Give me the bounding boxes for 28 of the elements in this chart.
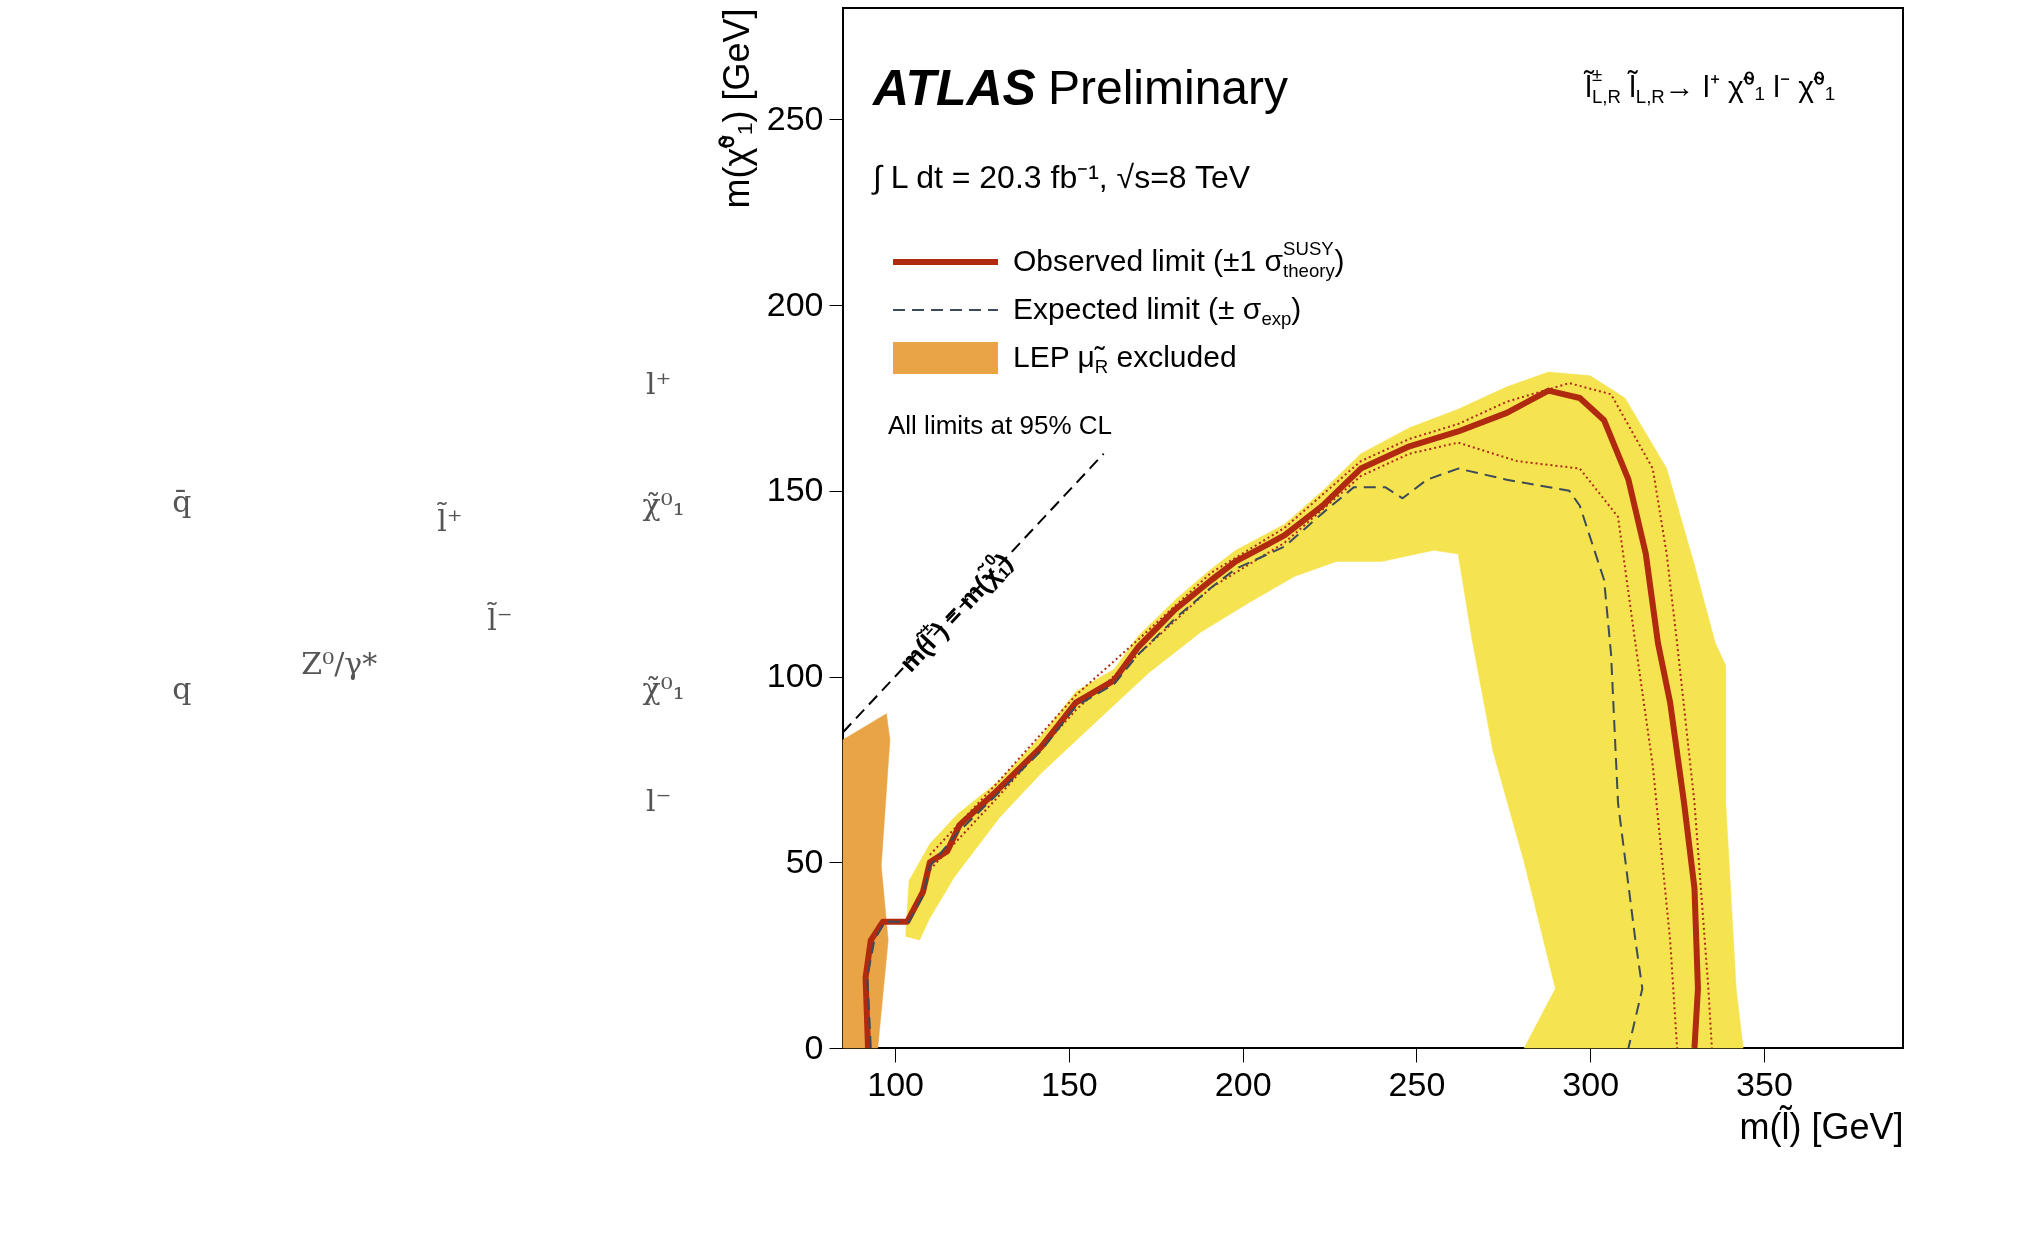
text: χ̃⁰₁ [642,670,685,706]
text: l⁻ [645,782,672,818]
x-tick-label: 250 [1388,1064,1446,1103]
y-tick-label: 100 [766,656,824,695]
text: Z⁰/γ* [301,645,378,681]
x-tick-label: 300 [1562,1064,1620,1103]
y-axis-title: m(χ̃⁰₁) [GeV] [715,8,757,209]
y-tick-label: 0 [804,1027,824,1066]
annotation: ATLAS [871,60,1036,116]
text: q [172,670,192,706]
y-tick-label: 50 [785,841,824,880]
y-tick-label: 200 [766,284,824,323]
x-tick-label: 350 [1736,1064,1793,1103]
text: q̄ [172,484,192,520]
x-tick-label: 100 [867,1064,924,1103]
x-axis-title: m(l̃) [GeV] [1739,1104,1904,1147]
annotation: Preliminary [1048,61,1289,114]
text: χ̃⁰₁ [642,486,685,522]
x-tick-label: 200 [1214,1064,1272,1103]
annotation: All limits at 95% CL [888,410,1112,440]
text: l̃⁻ [486,601,513,638]
x-tick-label: 150 [1041,1064,1098,1103]
y-tick-label: 150 [766,470,824,509]
annotation: ∫ L dt = 20.3 fb⁻¹, √s=8 TeV [871,159,1251,195]
line-series [866,467,1644,1049]
text: l̃⁺ [436,502,463,538]
y-tick-label: 250 [766,98,824,137]
text: l⁺ [645,365,672,401]
